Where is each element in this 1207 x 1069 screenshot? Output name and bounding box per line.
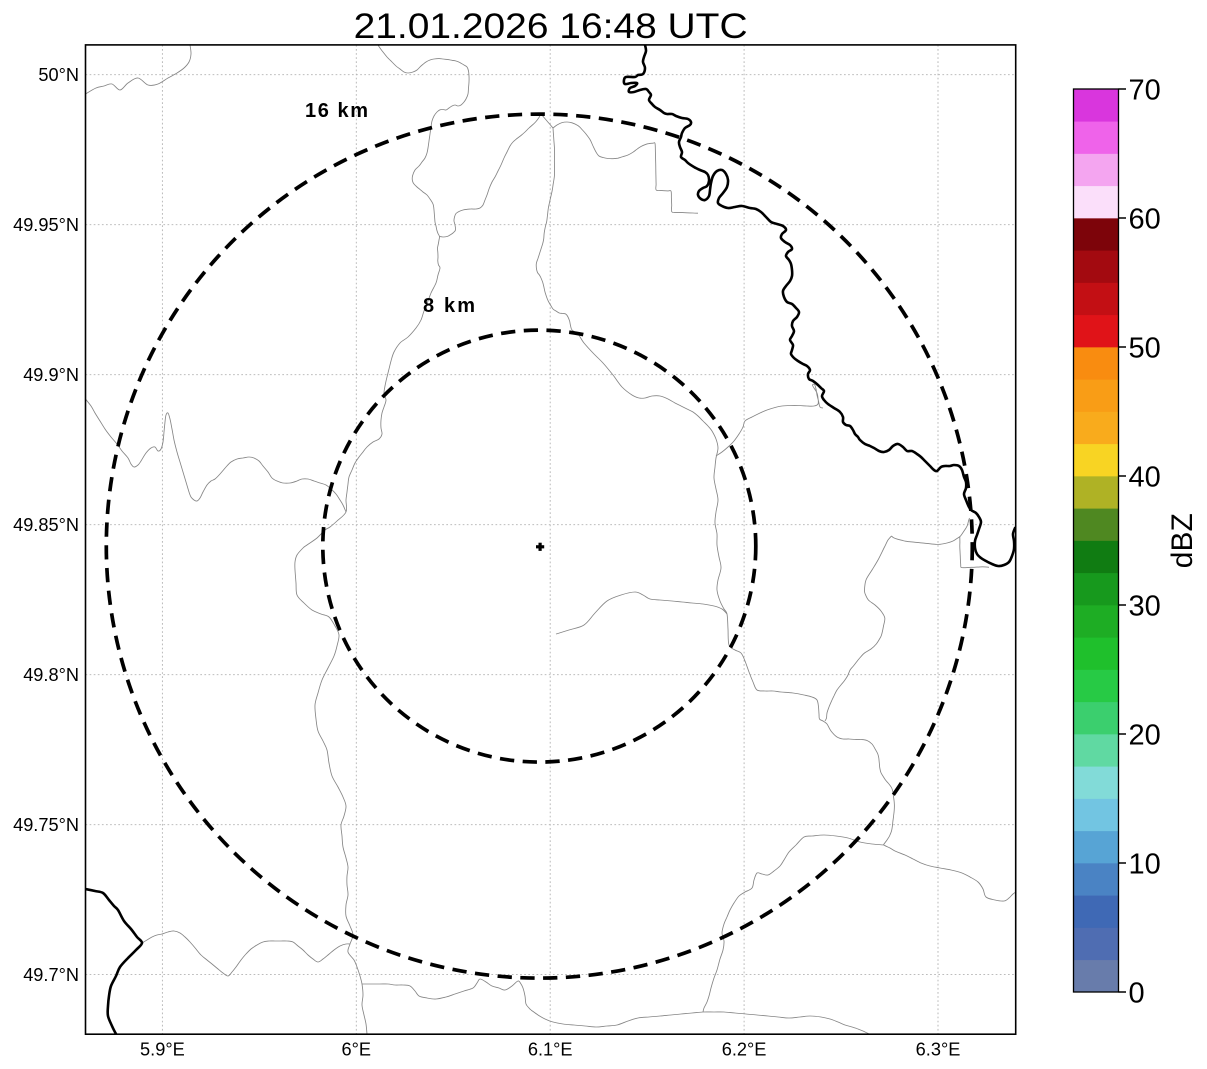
svg-text:6.1°E: 6.1°E [528, 1040, 573, 1060]
svg-text:5.9°E: 5.9°E [140, 1040, 185, 1060]
svg-text:40: 40 [1129, 462, 1161, 494]
svg-text:49.75°N: 49.75°N [13, 815, 79, 835]
svg-text:49.9°N: 49.9°N [23, 365, 79, 385]
svg-text:50°N: 50°N [38, 65, 79, 85]
svg-text:20: 20 [1129, 720, 1161, 752]
svg-text:8 km: 8 km [423, 295, 475, 317]
svg-text:30: 30 [1129, 591, 1161, 623]
svg-text:70: 70 [1129, 75, 1161, 107]
svg-text:0: 0 [1129, 978, 1145, 1010]
svg-text:50: 50 [1129, 333, 1161, 365]
svg-text:6.3°E: 6.3°E [916, 1040, 961, 1060]
svg-text:21.01.2026 16:48 UTC: 21.01.2026 16:48 UTC [354, 7, 748, 46]
svg-text:16 km: 16 km [305, 100, 368, 122]
svg-text:dBZ: dBZ [1166, 513, 1199, 568]
svg-text:60: 60 [1129, 204, 1161, 236]
svg-text:49.8°N: 49.8°N [23, 665, 79, 685]
svg-text:6.2°E: 6.2°E [722, 1040, 767, 1060]
svg-text:49.95°N: 49.95°N [13, 215, 79, 235]
svg-text:10: 10 [1129, 849, 1161, 881]
svg-text:6°E: 6°E [342, 1040, 372, 1060]
svg-text:49.85°N: 49.85°N [13, 515, 79, 535]
svg-text:49.7°N: 49.7°N [23, 965, 79, 985]
